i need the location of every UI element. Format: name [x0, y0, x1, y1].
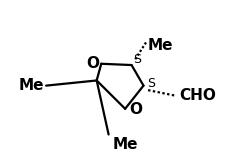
Text: S: S	[133, 53, 141, 66]
Text: Me: Me	[148, 38, 173, 53]
Text: CHO: CHO	[179, 88, 216, 103]
Text: Me: Me	[19, 78, 44, 93]
Text: S: S	[147, 76, 155, 90]
Text: O: O	[129, 102, 142, 117]
Text: O: O	[87, 56, 100, 71]
Text: Me: Me	[112, 137, 138, 152]
